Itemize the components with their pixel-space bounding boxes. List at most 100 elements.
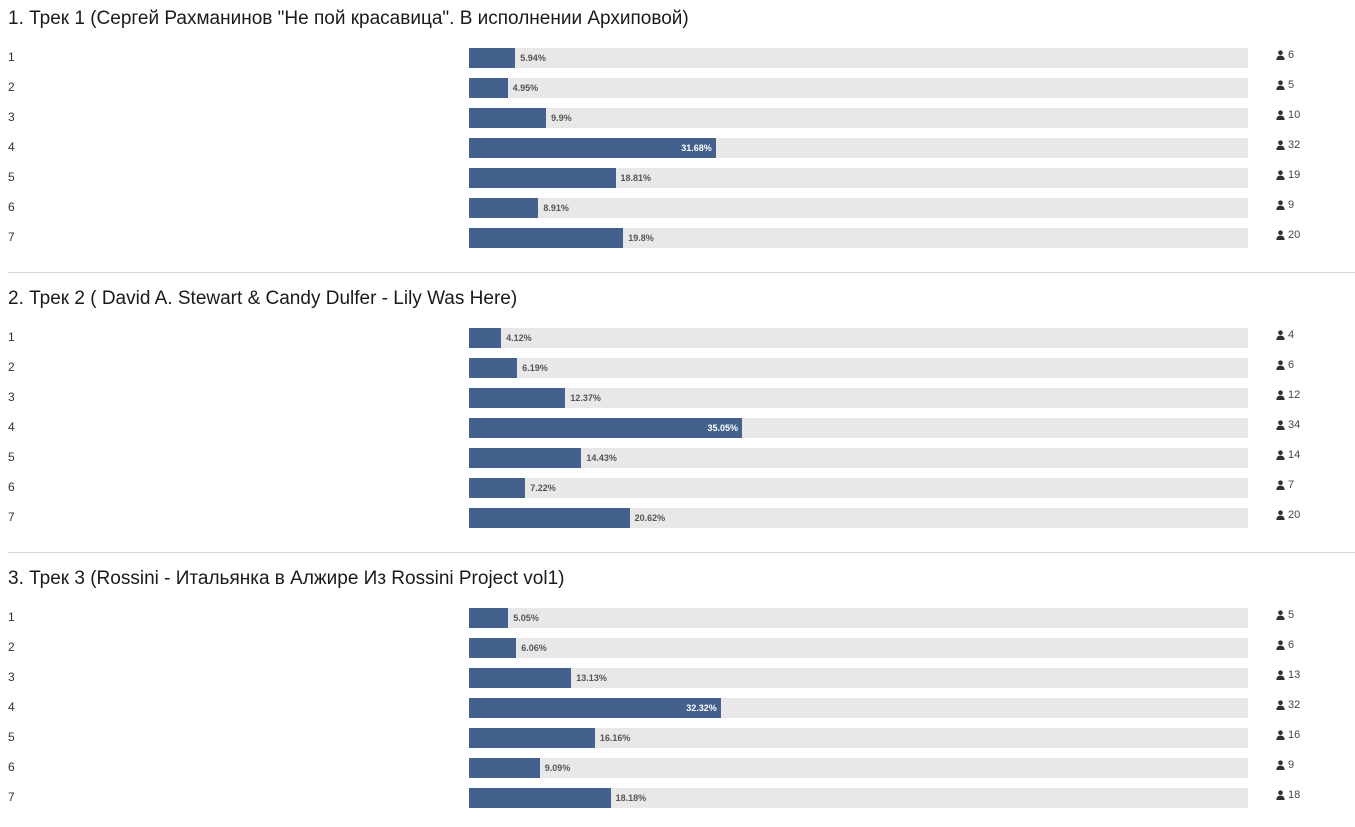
user-icon [1276, 200, 1285, 210]
result-bar-fill [469, 168, 616, 188]
result-bar-track: 32.32% [469, 698, 1248, 718]
result-bar-fill [469, 478, 526, 498]
answer-row: 4 32.32% 32 [8, 696, 1355, 726]
answer-label: 2 [8, 80, 15, 94]
percent-label: 16.16% [599, 733, 631, 743]
answer-label: 5 [8, 730, 15, 744]
vote-count: 5 [1276, 79, 1294, 91]
user-icon [1276, 170, 1285, 180]
answer-row: 2 4.95% 5 [8, 76, 1355, 106]
result-bar-fill [469, 668, 572, 688]
question-title: 3. Трек 3 (Rossini - Итальянка в Алжире … [8, 568, 565, 589]
vote-count-value: 19 [1288, 169, 1301, 181]
result-bar-track: 31.68% [469, 138, 1248, 158]
result-bar-fill [469, 508, 630, 528]
percent-label: 14.43% [586, 453, 617, 463]
answer-label: 1 [8, 610, 15, 624]
answer-label: 2 [8, 640, 15, 654]
vote-count-value: 32 [1288, 139, 1301, 151]
answer-label: 6 [8, 200, 15, 214]
vote-count: 20 [1276, 229, 1300, 241]
percent-label: 6.06% [521, 643, 547, 653]
vote-count: 12 [1276, 389, 1300, 401]
answer-row: 1 5.94% 6 [8, 46, 1355, 76]
vote-count-value: 10 [1288, 109, 1301, 121]
answer-list: 1 4.12% 4 2 6.19% 6 3 12.37% 12 4 35.05% 34 5 14.43% 1… [8, 326, 1355, 536]
percent-label: 18.81% [620, 173, 652, 183]
vote-count-value: 6 [1288, 639, 1295, 651]
vote-count: 32 [1276, 699, 1300, 711]
percent-label: 6.19% [522, 363, 548, 373]
vote-count: 10 [1276, 109, 1300, 121]
answer-row: 3 13.13% 13 [8, 666, 1355, 696]
question-separator [8, 272, 1355, 273]
result-bar-track: 19.8% [469, 228, 1248, 248]
vote-count-value: 4 [1288, 329, 1295, 341]
result-bar-track: 9.09% [469, 758, 1248, 778]
result-bar-fill [469, 448, 582, 468]
result-bar-track: 14.43% [469, 448, 1248, 468]
answer-row: 1 5.05% 5 [8, 606, 1355, 636]
vote-count-value: 14 [1288, 449, 1301, 461]
answer-row: 2 6.06% 6 [8, 636, 1355, 666]
vote-count-value: 5 [1288, 609, 1295, 621]
result-bar-track: 13.13% [469, 668, 1248, 688]
vote-count-value: 32 [1288, 699, 1301, 711]
vote-count: 7 [1276, 479, 1294, 491]
answer-label: 7 [8, 790, 15, 804]
answer-row: 3 12.37% 12 [8, 386, 1355, 416]
result-bar-track: 18.18% [469, 788, 1248, 808]
result-bar-fill [469, 728, 595, 748]
result-bar-track: 18.81% [469, 168, 1248, 188]
user-icon [1276, 510, 1285, 520]
result-bar-track: 5.05% [469, 608, 1248, 628]
result-bar-fill [469, 758, 540, 778]
user-icon [1276, 480, 1285, 490]
question-title: 1. Трек 1 (Сергей Рахманинов "Не пой кра… [8, 8, 689, 29]
result-bar-fill [469, 228, 624, 248]
user-icon [1276, 790, 1285, 800]
result-bar-fill [469, 328, 502, 348]
percent-label: 8.91% [543, 203, 569, 213]
percent-label: 7.22% [530, 483, 556, 493]
vote-count: 16 [1276, 729, 1300, 741]
vote-count: 32 [1276, 139, 1300, 151]
result-bar-track: 6.06% [469, 638, 1248, 658]
vote-count: 9 [1276, 199, 1294, 211]
user-icon [1276, 80, 1285, 90]
vote-count-value: 6 [1288, 49, 1295, 61]
result-bar-track: 4.12% [469, 328, 1248, 348]
user-icon [1276, 700, 1285, 710]
vote-count: 14 [1276, 449, 1300, 461]
percent-label: 4.12% [506, 333, 532, 343]
answer-label: 3 [8, 390, 15, 404]
answer-list: 1 5.94% 6 2 4.95% 5 3 9.9% 10 4 31.68% 32 5 18.81% 19 6… [8, 46, 1355, 256]
result-bar-track: 16.16% [469, 728, 1248, 748]
result-bar-fill [469, 48, 516, 68]
percent-label: 13.13% [576, 673, 607, 683]
answer-row: 4 35.05% 34 [8, 416, 1355, 446]
percent-label: 9.09% [544, 763, 571, 773]
vote-count: 13 [1276, 669, 1300, 681]
answer-label: 6 [8, 760, 15, 774]
answer-row: 5 16.16% 16 [8, 726, 1355, 756]
answer-label: 4 [8, 700, 15, 714]
result-bar-track: 9.9% [469, 108, 1248, 128]
answer-row: 7 19.8% 20 [8, 226, 1355, 256]
vote-count-value: 34 [1288, 419, 1301, 431]
vote-count-value: 16 [1288, 729, 1301, 741]
answer-label: 7 [8, 510, 15, 524]
question-title: 2. Трек 2 ( David A. Stewart & Candy Dul… [8, 288, 518, 309]
percent-label: 5.94% [520, 53, 546, 63]
answer-row: 2 6.19% 6 [8, 356, 1355, 386]
vote-count-value: 9 [1288, 759, 1295, 771]
result-bar-fill [469, 138, 716, 158]
result-bar-fill [469, 698, 721, 718]
answer-row: 3 9.9% 10 [8, 106, 1355, 136]
answer-label: 3 [8, 110, 15, 124]
vote-count-value: 12 [1288, 389, 1301, 401]
percent-label: 12.37% [570, 393, 601, 403]
answer-row: 4 31.68% 32 [8, 136, 1355, 166]
answer-row: 7 20.62% 20 [8, 506, 1355, 536]
vote-count-value: 6 [1288, 359, 1295, 371]
